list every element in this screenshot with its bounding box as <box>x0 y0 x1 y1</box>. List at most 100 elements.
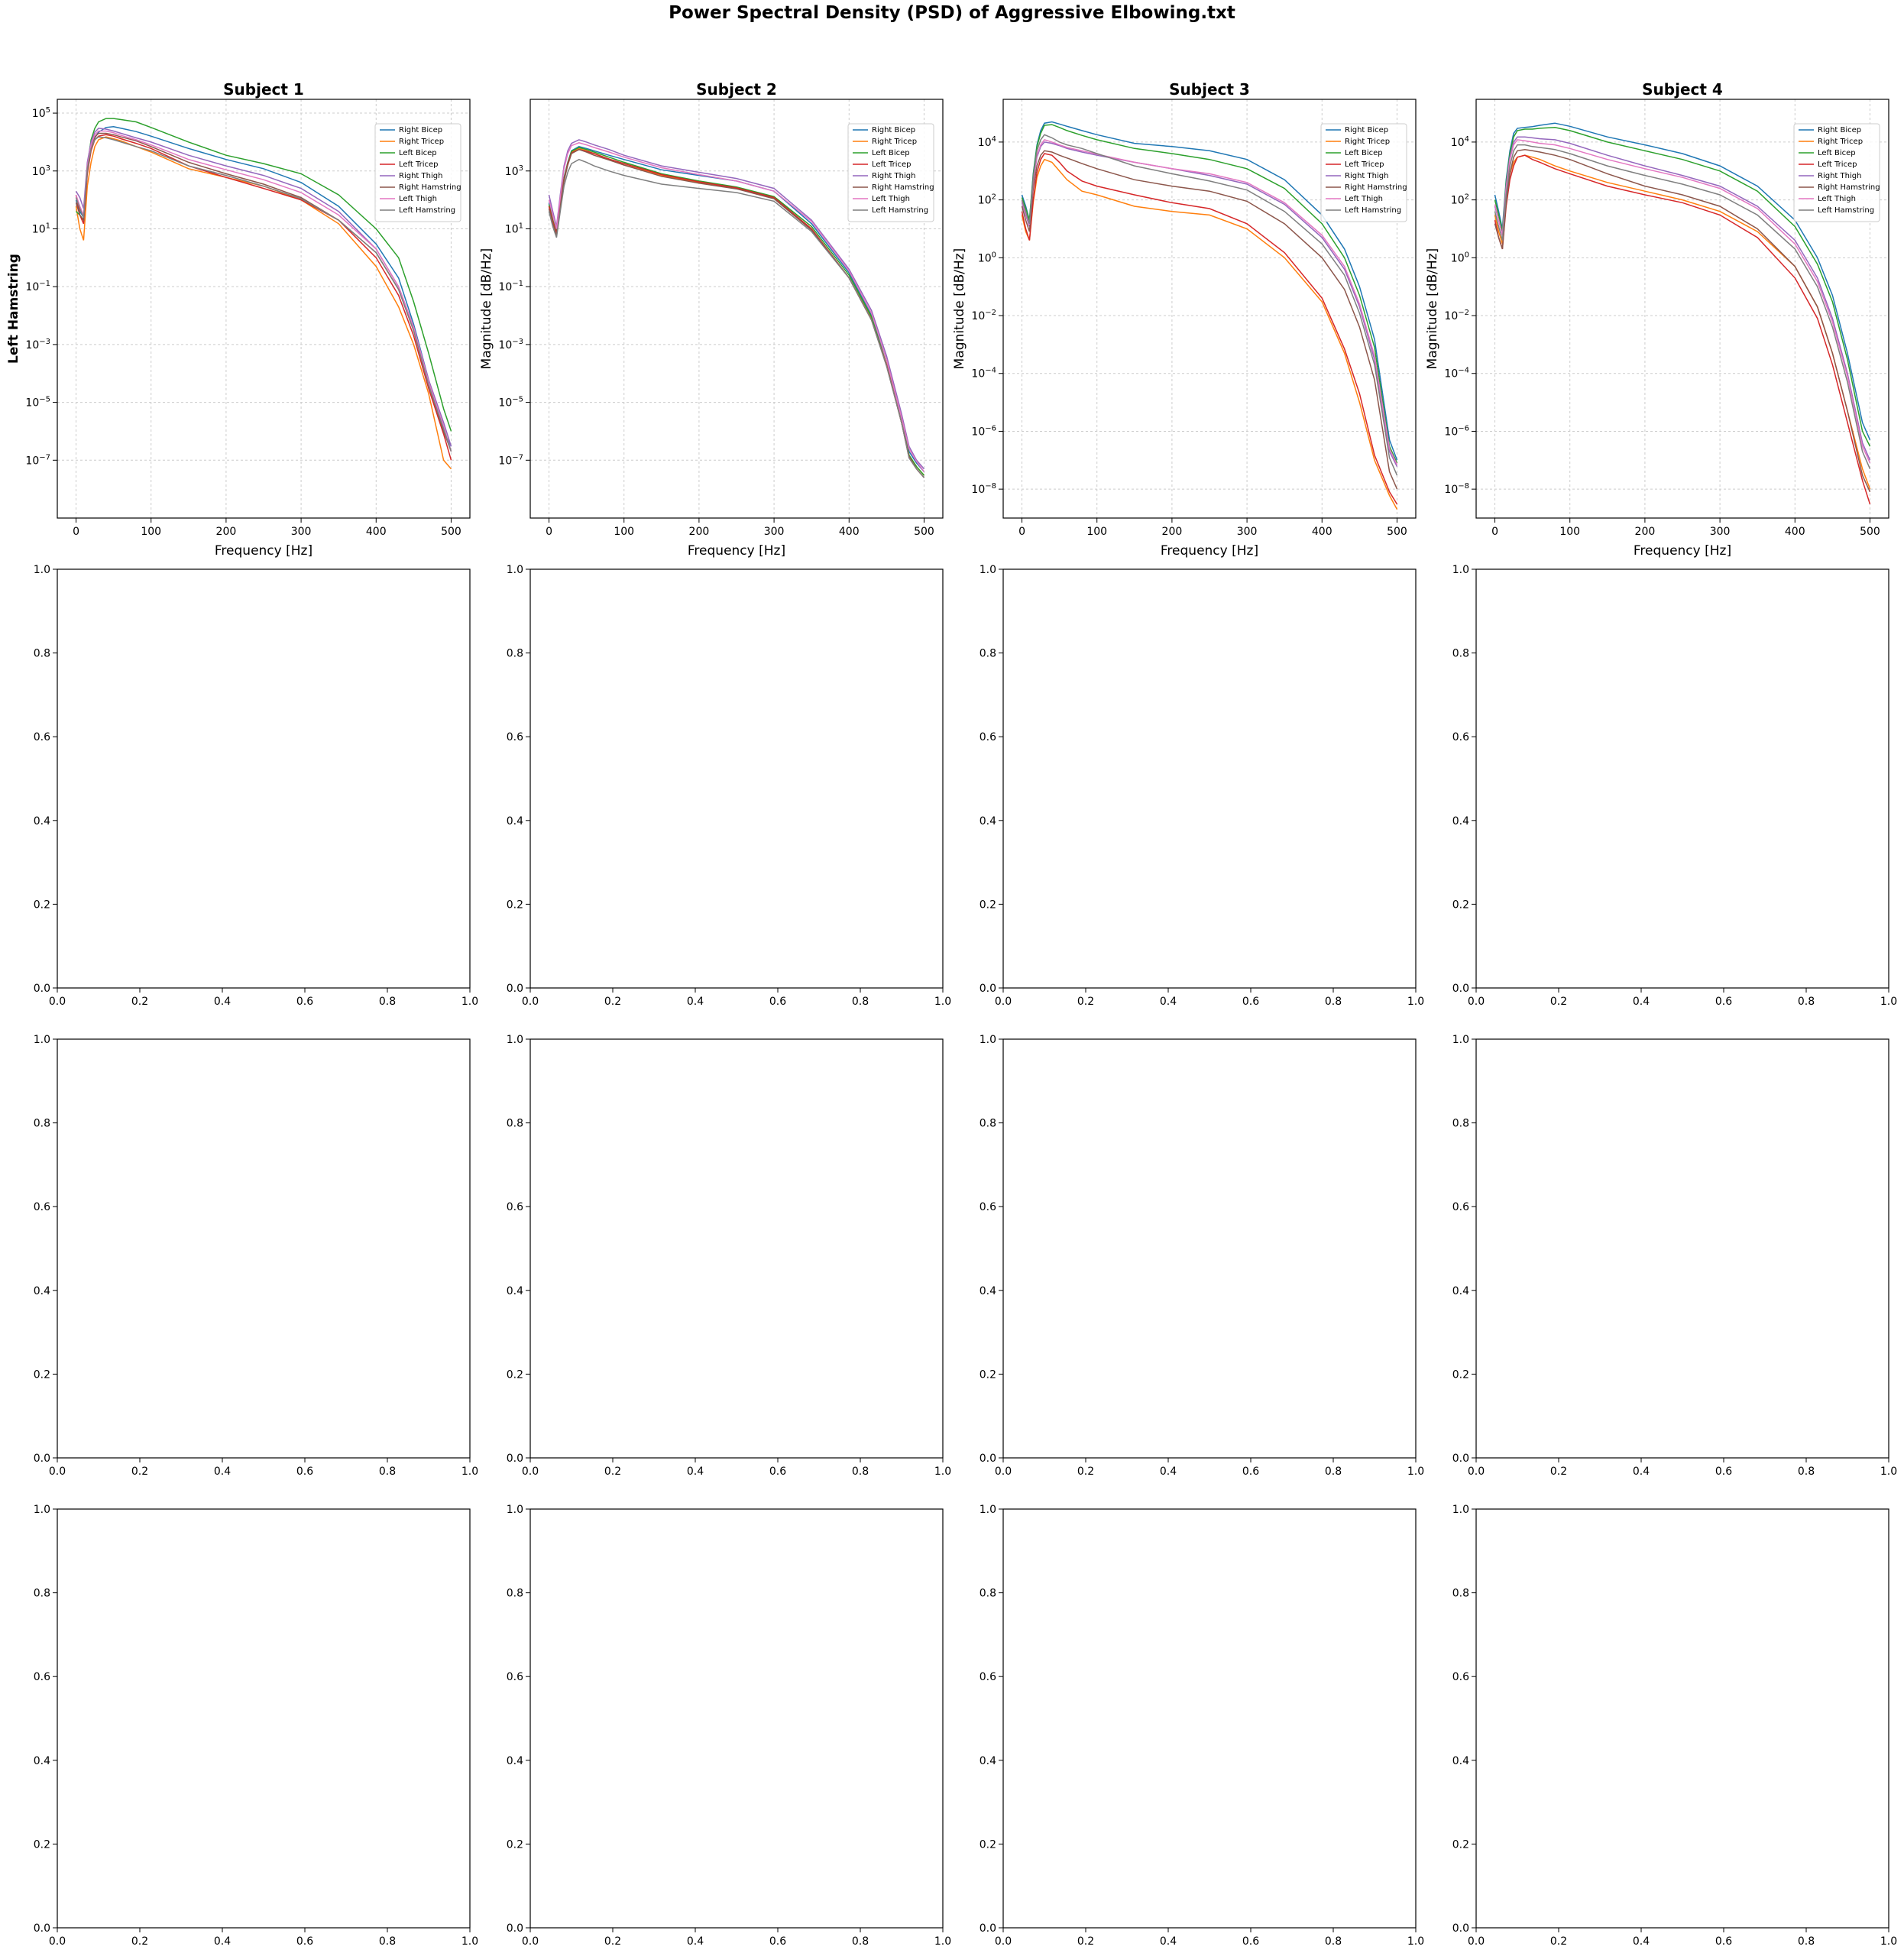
legend-entry: Right Bicep <box>1345 126 1388 134</box>
x-tick-label: 0.6 <box>296 1935 313 1948</box>
x-tick-label: 0.0 <box>522 1935 539 1948</box>
y-tick-label: 104 <box>1451 135 1469 149</box>
x-tick-label: 0.6 <box>769 1935 786 1948</box>
legend-entry: Right Hamstring <box>399 183 461 192</box>
y-tick-label: 0.2 <box>980 1368 996 1381</box>
legend-entry: Left Hamstring <box>1345 206 1401 215</box>
legend-entry: Left Tricep <box>1818 160 1857 169</box>
x-tick-label: 0.8 <box>1325 996 1342 1008</box>
y-tick-label: 0.0 <box>1452 983 1469 995</box>
x-tick-label: 0.0 <box>1468 996 1485 1008</box>
x-tick-label: 0.8 <box>379 996 396 1008</box>
x-tick-label: 0.2 <box>1077 996 1094 1008</box>
panel-title: Subject 3 <box>1169 80 1250 99</box>
y-tick-label: 0.6 <box>507 1671 523 1683</box>
x-tick-label: 0 <box>546 526 552 538</box>
axes-frame <box>1475 568 1889 989</box>
y-tick-label: 0.4 <box>980 1755 996 1767</box>
x-tick-label: 0.2 <box>1077 1935 1094 1948</box>
y-tick-label: 0.8 <box>34 648 50 660</box>
y-tick-label: 1.0 <box>34 1504 50 1516</box>
y-tick-label: 10−5 <box>498 396 523 410</box>
axes-frame <box>1475 1038 1889 1459</box>
x-tick-label: 0.2 <box>1077 1466 1094 1478</box>
y-tick-label: 101 <box>505 222 523 235</box>
empty-panel-r4-c1: 0.00.0 0.2 0.2 0.4 0.4 0.6 0.6 0.8 0.8 1.0 1.0 <box>34 1504 478 1948</box>
x-tick-label: 0 <box>73 526 79 538</box>
y-tick-label: 0.0 <box>980 1922 996 1935</box>
y-tick-label: 10−2 <box>1444 309 1469 322</box>
legend-entry: Left Bicep <box>1818 149 1856 157</box>
empty-panel-r3-c3: 0.00.0 0.2 0.2 0.4 0.4 0.6 0.6 0.8 0.8 1.0 1.0 <box>980 1034 1424 1478</box>
y-tick-label: 0.0 <box>34 983 50 995</box>
series-line-6 <box>1494 148 1871 493</box>
legend-entry: Right Bicep <box>399 126 442 134</box>
axes-frame <box>1475 99 1889 519</box>
x-tick-label: 500 <box>1860 526 1880 538</box>
empty-panel-r2-c4: 0.00.0 0.2 0.2 0.4 0.4 0.6 0.6 0.8 0.8 1.0 1.0 <box>1452 564 1897 1008</box>
legend-entry: Left Tricep <box>399 160 439 169</box>
x-tick-label: 0.4 <box>1160 1935 1177 1948</box>
series-line-7 <box>75 130 452 452</box>
y-tick-label: 1.0 <box>34 1034 50 1046</box>
y-tick-label: 10−8 <box>1444 482 1469 496</box>
x-tick-label: 0.6 <box>1242 996 1259 1008</box>
x-tick-label: 0.2 <box>131 1466 148 1478</box>
x-tick-label: 0.8 <box>1798 1935 1815 1948</box>
y-tick-label: 0.2 <box>507 1368 523 1381</box>
x-tick-label: 0.8 <box>852 1466 869 1478</box>
y-tick-label: 0.8 <box>980 1118 996 1130</box>
y-tick-label: 0.8 <box>34 1118 50 1130</box>
legend-entry: Left Thigh <box>872 195 910 203</box>
x-tick-label: 0.8 <box>379 1466 396 1478</box>
empty-panel-r4-c4: 0.00.0 0.2 0.2 0.4 0.4 0.6 0.6 0.8 0.8 1.0 1.0 <box>1452 1504 1897 1948</box>
x-tick-label: 1.0 <box>1407 996 1424 1008</box>
y-tick-label: 1.0 <box>507 1034 523 1046</box>
y-tick-label: 0.8 <box>34 1588 50 1600</box>
y-tick-label: 0.6 <box>1452 1201 1469 1213</box>
series-line-7 <box>548 142 925 472</box>
y-tick-label: 0.8 <box>1452 1118 1469 1130</box>
x-tick-label: 300 <box>1710 526 1731 538</box>
y-axis-label: Magnitude [dB/Hz] <box>952 248 967 370</box>
x-tick-label: 0.4 <box>687 996 704 1008</box>
x-tick-label: 0 <box>1018 526 1025 538</box>
y-tick-label: 0.8 <box>507 1118 523 1130</box>
x-tick-label: 0.4 <box>1160 996 1177 1008</box>
x-tick-label: 0.8 <box>1325 1466 1342 1478</box>
y-tick-label: 10−2 <box>971 309 996 322</box>
x-tick-label: 0.8 <box>1798 996 1815 1008</box>
y-tick-label: 1.0 <box>980 1504 996 1516</box>
y-axis-label: Magnitude [dB/Hz] <box>479 248 494 370</box>
x-tick-label: 0.6 <box>769 1466 786 1478</box>
series-line-6 <box>1021 150 1398 490</box>
y-tick-label: 1.0 <box>34 564 50 576</box>
legend-entry: Left Thigh <box>1345 195 1383 203</box>
series-line-2 <box>1021 158 1398 510</box>
y-tick-label: 10−6 <box>1444 424 1469 438</box>
x-tick-label: 0.0 <box>522 1466 539 1478</box>
x-tick-label: 100 <box>614 526 634 538</box>
legend: Right Bicep Right Tricep Left Bicep Left Tr… <box>847 123 934 222</box>
y-tick-label: 102 <box>1451 193 1469 207</box>
x-tick-label: 0.2 <box>1550 996 1567 1008</box>
y-tick-label: 101 <box>32 222 50 235</box>
legend-entry: Right Thigh <box>1818 172 1861 180</box>
x-tick-label: 0.6 <box>296 1466 313 1478</box>
x-tick-label: 0.4 <box>687 1466 704 1478</box>
axes-frame <box>57 1508 471 1929</box>
panel-title: Subject 1 <box>223 80 304 99</box>
x-tick-label: 0.0 <box>1468 1466 1485 1478</box>
x-tick-label: 100 <box>1086 526 1107 538</box>
empty-panel-r3-c4: 0.00.0 0.2 0.2 0.4 0.4 0.6 0.6 0.8 0.8 1.0 1.0 <box>1452 1034 1897 1478</box>
x-tick-label: 0.8 <box>1798 1466 1815 1478</box>
empty-panel-r4-c2: 0.00.0 0.2 0.2 0.4 0.4 0.6 0.6 0.8 0.8 1.0 1.0 <box>507 1504 951 1948</box>
legend-entry: Right Bicep <box>1818 126 1861 134</box>
legend-entry: Left Bicep <box>399 149 437 157</box>
legend-entry: Right Bicep <box>872 126 915 134</box>
psd-panel-4: 0 100 200 300 400 500 104 102 100 10−2 10−4 10−6 10−… <box>1425 80 1889 559</box>
x-tick-label: 0.6 <box>1242 1466 1259 1478</box>
x-tick-label: 0.0 <box>49 1935 66 1948</box>
x-tick-label: 1.0 <box>934 996 951 1008</box>
